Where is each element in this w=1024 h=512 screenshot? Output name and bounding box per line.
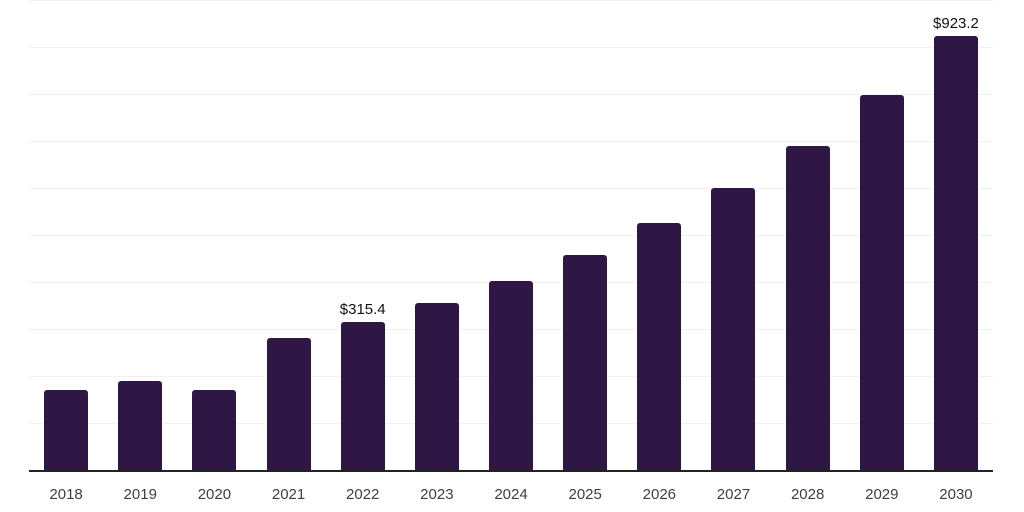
bar-value-label-2030: $923.2 — [933, 15, 979, 33]
bar-2020 — [192, 389, 237, 470]
bar-slot-2020 — [177, 0, 251, 470]
bar-2021 — [266, 338, 311, 470]
x-tick-label-2022: 2022 — [346, 486, 380, 503]
bar-slot-2019 — [103, 0, 177, 470]
x-tick-label-2023: 2023 — [420, 486, 454, 503]
bar-slot-2018 — [29, 0, 103, 470]
bar-2018 — [44, 389, 89, 470]
bar-value-label-2022: $315.4 — [339, 300, 386, 318]
bar-slot-2021 — [251, 0, 325, 470]
gridline-800 — [29, 94, 993, 95]
bar-slot-2028 — [771, 0, 845, 470]
bar-slot-2023 — [400, 0, 474, 470]
x-tick-label-2027: 2027 — [716, 486, 751, 503]
bar-2030: $923.2 — [933, 16, 979, 470]
bar-2022: $315.4 — [340, 302, 386, 470]
bar-2024 — [489, 280, 534, 470]
bar-slot-2024 — [474, 0, 548, 470]
plot-area: $315.4 $923.2 — [29, 0, 993, 470]
bar-2019 — [118, 380, 163, 470]
bar-slot-2022: $315.4 — [326, 0, 400, 470]
bar-slot-2025 — [548, 0, 622, 470]
x-tick-label-2030: 2030 — [939, 486, 973, 503]
gridline-700 — [29, 141, 993, 142]
x-axis-labels: 2018 2019 2020 2021 2022 2023 2024 2025 2026 2027… — [29, 472, 993, 503]
bar-2025 — [563, 254, 608, 470]
x-tick-label-2019: 2019 — [123, 486, 157, 503]
bars: $315.4 $923.2 — [29, 0, 993, 470]
bar-slot-2027 — [696, 0, 770, 470]
bar-2023 — [414, 302, 459, 470]
gridline-900 — [29, 47, 993, 48]
bar-2028 — [785, 145, 830, 470]
x-tick-label-2025: 2025 — [568, 486, 602, 503]
bar-slot-2026 — [622, 0, 696, 470]
bar-slot-2029 — [845, 0, 919, 470]
x-tick-label-2024: 2024 — [494, 486, 528, 503]
bar-2029 — [859, 95, 904, 470]
x-tick-label-2028: 2028 — [790, 486, 825, 503]
gridline-500 — [29, 235, 993, 236]
x-axis-line — [29, 470, 993, 472]
x-tick-label-2020: 2020 — [197, 486, 232, 503]
gridline-1000 — [29, 0, 993, 1]
x-tick-label-2029: 2029 — [865, 486, 899, 503]
bar-slot-2030: $923.2 — [919, 0, 993, 470]
x-tick-label-2021: 2021 — [271, 486, 306, 503]
bar-2026 — [637, 222, 682, 470]
x-tick-label-2018: 2018 — [49, 486, 83, 503]
gridline-600 — [29, 188, 993, 189]
bar-2027 — [711, 188, 756, 470]
x-tick-label-2026: 2026 — [642, 486, 677, 503]
